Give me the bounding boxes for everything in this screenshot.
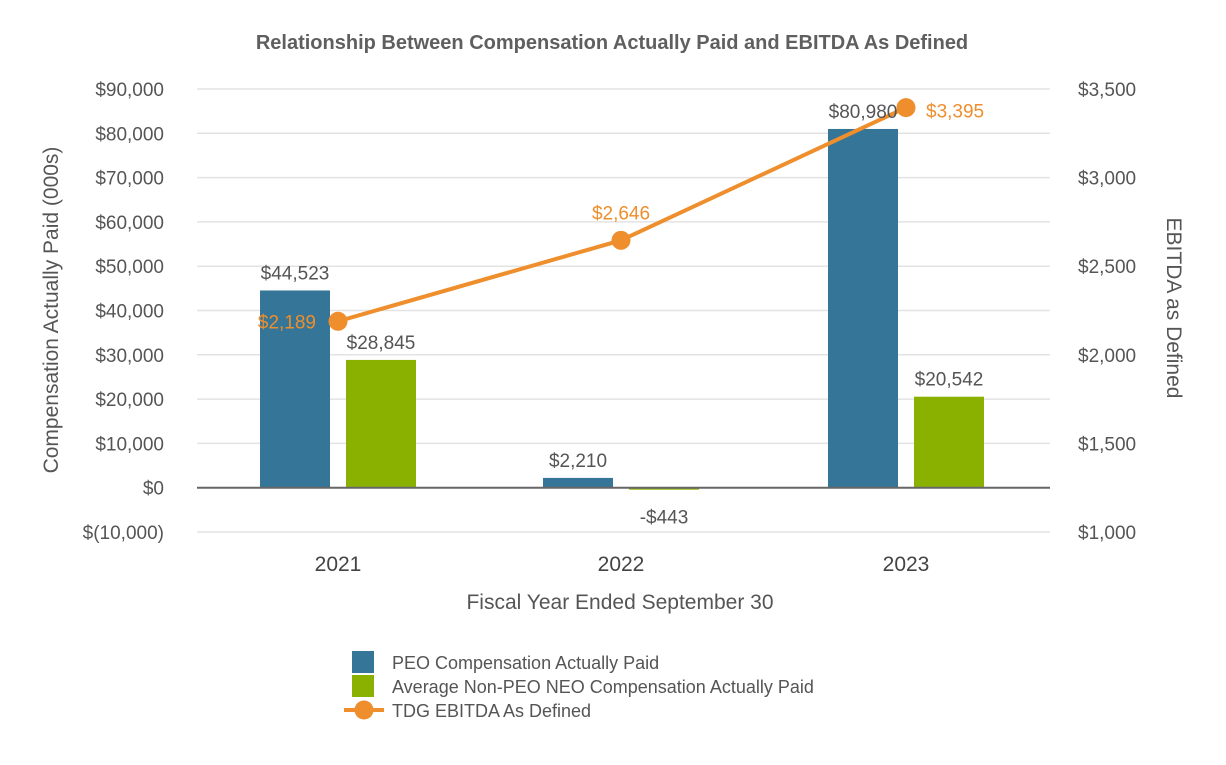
- y-tick-label: $0: [143, 479, 164, 500]
- ebitda-point: [896, 98, 916, 118]
- chart-title: Relationship Between Compensation Actual…: [256, 32, 968, 54]
- x-category-label: 2023: [883, 553, 930, 576]
- y-tick-label: $40,000: [95, 302, 164, 323]
- ebitda-point: [611, 230, 631, 250]
- y-tick-label: $70,000: [95, 169, 164, 190]
- gridlines: [197, 88, 1050, 533]
- bar-data-label: $44,523: [261, 263, 330, 284]
- y2-tick-label: $2,500: [1078, 257, 1136, 278]
- ebitda-point: [328, 311, 348, 331]
- y-tick-label: $50,000: [95, 257, 164, 278]
- bars: [260, 128, 984, 490]
- y-tick-label: $(10,000): [83, 523, 164, 544]
- bar-non-peo-neo: [346, 359, 416, 488]
- legend-swatch-non-peo-neo: [352, 675, 374, 697]
- ebitda-data-label: $3,395: [926, 102, 984, 123]
- bar-data-label: $80,980: [829, 102, 898, 123]
- legend-label: TDG EBITDA As Defined: [392, 701, 591, 721]
- legend-swatch-peo: [352, 651, 374, 673]
- x-category-label: 2021: [315, 553, 362, 576]
- legend-marker-ebitda: [354, 700, 374, 720]
- y-tick-label: $60,000: [95, 213, 164, 234]
- legend-label: PEO Compensation Actually Paid: [392, 653, 659, 673]
- left-axis-ticks: $90,000 $80,000 $70,000 $60,000 $50,000 $40,0…: [83, 80, 164, 544]
- y2-axis-title: EBITDA as Defined: [1162, 218, 1185, 399]
- bar-data-label: $28,845: [347, 333, 416, 354]
- y2-tick-label: $2,000: [1078, 346, 1136, 367]
- x-axis-title: Fiscal Year Ended September 30: [466, 591, 773, 614]
- legend: PEO Compensation Actually Paid Average No…: [344, 651, 814, 721]
- y2-tick-label: $3,500: [1078, 80, 1136, 101]
- ebitda-data-label: $2,646: [592, 203, 650, 224]
- bar-non-peo-neo: [914, 396, 984, 488]
- y2-tick-label: $3,000: [1078, 169, 1136, 190]
- bar-data-label: $20,542: [915, 370, 984, 391]
- ebitda-line-series: [328, 98, 916, 331]
- bar-data-label: $2,210: [549, 451, 607, 472]
- y2-tick-label: $1,000: [1078, 523, 1136, 544]
- x-category-label: 2022: [598, 553, 645, 576]
- ebitda-data-label: $2,189: [258, 312, 316, 333]
- data-labels: $44,523 $2,210 $80,980 $28,845 -$443 $20,542 $…: [258, 102, 984, 529]
- y-tick-label: $30,000: [95, 346, 164, 367]
- bar-peo: [828, 128, 898, 488]
- right-axis-ticks: $3,500 $3,000 $2,500 $2,000 $1,500 $1,000: [1078, 80, 1136, 544]
- y-axis-title: Compensation Actually Paid (000s): [40, 147, 63, 474]
- y-tick-label: $80,000: [95, 124, 164, 145]
- y2-tick-label: $1,500: [1078, 434, 1136, 455]
- bar-data-label: -$443: [640, 508, 689, 529]
- legend-label: Average Non-PEO NEO Compensation Actuall…: [392, 677, 814, 697]
- bar-peo: [260, 290, 330, 488]
- y-tick-label: $90,000: [95, 80, 164, 101]
- category-labels: 2021 2022 2023: [315, 553, 930, 576]
- y-tick-label: $20,000: [95, 390, 164, 411]
- y-tick-label: $10,000: [95, 434, 164, 455]
- bar-peo: [543, 477, 613, 488]
